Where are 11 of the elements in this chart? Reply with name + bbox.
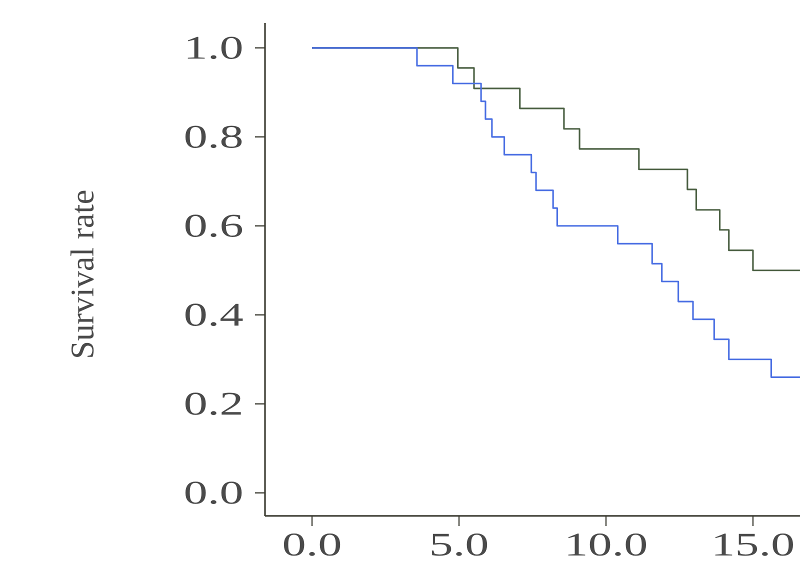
y-tick-label: 0.0	[185, 482, 242, 504]
x-tick-label: 0.0	[284, 534, 340, 556]
x-tick-label: 15.0	[715, 534, 794, 556]
x-tick-label: 5.0	[432, 534, 488, 556]
y-axis-title: Survival rate	[70, 190, 94, 357]
y-tick-label: 0.4	[185, 304, 243, 326]
y-tick-label: 0.6	[185, 214, 242, 238]
y-tick-label: 0.2	[185, 392, 241, 416]
y-tick-label: 0.8	[185, 126, 242, 148]
x-tick-label: 10.0	[568, 534, 646, 556]
y-tick-label: 1.0	[188, 36, 242, 60]
